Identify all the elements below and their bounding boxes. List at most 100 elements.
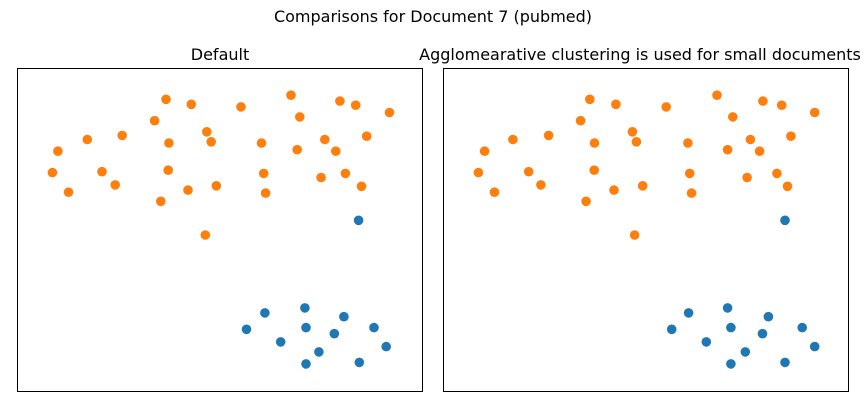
scatter-point-s0-28: [782, 181, 793, 192]
scatter-point-s0-25: [489, 187, 500, 197]
scatter-point-s0-33: [200, 230, 211, 240]
scatter-point-s0-2: [236, 102, 246, 112]
scatter-point-s1-11: [301, 359, 311, 369]
scatter-point-s0-4: [758, 96, 768, 106]
scatter-point-s1-8: [329, 328, 340, 339]
scatter-point-s0-26: [110, 180, 120, 190]
scatter-point-s1-12: [780, 357, 790, 368]
scatter-point-s0-8: [149, 115, 160, 126]
scatter-point-s0-22: [258, 168, 269, 179]
scatter-point-s1-9: [740, 347, 751, 357]
scatter-point-s1-7: [701, 337, 712, 347]
scatter-point-s1-3: [241, 324, 252, 335]
scatter-point-s1-5: [339, 311, 349, 322]
scatter-point-s0-16: [745, 134, 756, 145]
scatter-point-s1-4: [726, 322, 736, 333]
scatter-point-s0-32: [581, 196, 591, 207]
scatter-point-s0-20: [97, 166, 107, 177]
scatter-point-s0-18: [361, 131, 372, 141]
scatter-point-s0-24: [772, 168, 782, 179]
scatter-point-s1-11: [726, 359, 736, 369]
scatter-point-s0-19: [473, 167, 484, 178]
scatter-point-s0-31: [260, 188, 271, 198]
scatter-point-s0-30: [211, 181, 222, 191]
scatter-point-s0-26: [536, 180, 546, 190]
scatter-point-s0-8: [575, 115, 586, 126]
scatter-point-s0-6: [384, 107, 395, 118]
scatter-point-s1-0: [780, 215, 790, 226]
scatter-point-s1-3: [666, 324, 677, 335]
scatter-point-s1-2: [260, 308, 270, 318]
figure-suptitle: Comparisons for Document 7 (pubmed): [274, 7, 592, 26]
scatter-point-s0-9: [627, 127, 638, 137]
subplot-agglomerative-frame: [443, 68, 849, 392]
scatter-point-s0-1: [611, 99, 621, 110]
scatter-point-s0-21: [163, 165, 173, 175]
scatter-point-s1-9: [314, 347, 324, 357]
scatter-point-s0-17: [754, 146, 765, 156]
scatter-point-s0-0: [585, 94, 595, 105]
scatter-point-s0-22: [684, 168, 695, 179]
scatter-point-s0-13: [589, 138, 600, 148]
scatter-point-s1-7: [275, 337, 286, 347]
scatter-point-s0-15: [683, 138, 693, 148]
subplot-agglomerative-title: Agglomearative clustering is used for sm…: [419, 45, 861, 64]
scatter-point-s0-32: [156, 196, 166, 207]
scatter-point-s0-1: [186, 99, 197, 110]
scatter-point-s0-16: [320, 134, 330, 145]
scatter-point-s0-28: [356, 181, 367, 192]
scatter-point-s1-0: [353, 215, 364, 226]
scatter-point-s0-27: [316, 172, 326, 183]
scatter-point-s1-6: [797, 322, 807, 333]
scatter-point-s0-9: [202, 127, 212, 137]
scatter-point-s0-2: [661, 102, 671, 112]
scatter-point-s0-15: [256, 138, 267, 148]
scatter-point-s1-10: [809, 341, 820, 352]
scatter-point-s0-11: [82, 134, 93, 145]
scatter-point-s0-5: [776, 100, 787, 110]
scatter-point-s0-7: [295, 112, 305, 122]
scatter-point-s0-11: [508, 134, 518, 145]
scatter-point-s0-25: [63, 187, 74, 197]
scatter-point-s0-23: [292, 144, 303, 155]
scatter-point-s0-5: [350, 100, 361, 110]
scatter-point-s0-27: [742, 172, 752, 183]
scatter-point-s0-6: [809, 107, 820, 118]
scatter-point-s0-33: [629, 230, 640, 240]
scatter-point-s1-2: [683, 308, 694, 318]
scatter-point-s0-3: [286, 90, 296, 100]
scatter-point-s0-13: [164, 138, 174, 148]
scatter-point-s0-10: [53, 146, 63, 156]
scatter-point-s1-12: [354, 357, 365, 368]
scatter-point-s0-29: [183, 185, 193, 195]
scatter-point-s0-12: [117, 130, 127, 141]
scatter-point-s1-4: [301, 322, 311, 333]
scatter-point-s0-14: [631, 137, 642, 147]
scatter-point-s0-0: [161, 94, 171, 105]
subplot-default-points: [47, 90, 395, 369]
scatter-point-s0-3: [712, 90, 722, 100]
scatter-point-s0-21: [589, 165, 599, 175]
scatter-point-s1-6: [369, 322, 379, 333]
scatter-point-s0-24: [340, 168, 351, 179]
scatter-point-s0-31: [686, 188, 697, 198]
subplot-default: Default: [17, 45, 423, 392]
scatter-point-s0-17: [331, 146, 341, 156]
scatter-point-s0-7: [728, 112, 738, 122]
scatter-point-s1-1: [300, 303, 310, 313]
scatter-point-s1-8: [757, 328, 768, 339]
scatter-point-s1-10: [381, 341, 392, 352]
scatter-point-s0-18: [786, 131, 796, 141]
subplot-agglomerative: Agglomearative clustering is used for sm…: [419, 45, 861, 392]
scatter-point-s0-4: [335, 96, 345, 106]
scatter-point-s1-5: [763, 311, 774, 322]
scatter-point-s0-30: [637, 181, 648, 191]
scatter-point-s0-19: [47, 167, 58, 178]
scatter-point-s0-23: [722, 144, 733, 155]
scatter-point-s0-14: [206, 137, 216, 147]
subplot-default-title: Default: [191, 45, 249, 64]
subplot-agglomerative-points: [473, 90, 820, 369]
scatter-point-s0-10: [479, 146, 490, 156]
scatter-point-s0-12: [543, 130, 554, 141]
